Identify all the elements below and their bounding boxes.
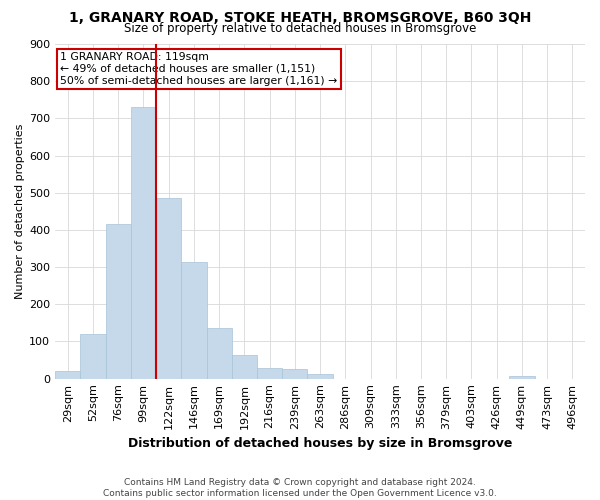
Bar (181, 262, 206, 378)
Bar (106, 224, 131, 378)
Text: Size of property relative to detached houses in Bromsgrove: Size of property relative to detached ho… (124, 22, 476, 35)
Text: 1 GRANARY ROAD: 119sqm
← 49% of detached houses are smaller (1,151)
50% of semi-: 1 GRANARY ROAD: 119sqm ← 49% of detached… (61, 52, 338, 86)
Bar (55, 371, 80, 378)
Bar (156, 198, 181, 378)
Bar (80, 334, 106, 378)
Bar (257, 368, 282, 378)
Bar (282, 370, 307, 378)
Y-axis label: Number of detached properties: Number of detached properties (15, 124, 25, 299)
Bar (509, 376, 535, 378)
Text: Contains HM Land Registry data © Crown copyright and database right 2024.
Contai: Contains HM Land Registry data © Crown c… (103, 478, 497, 498)
Bar (206, 328, 232, 378)
Bar (307, 374, 332, 378)
X-axis label: Distribution of detached houses by size in Bromsgrove: Distribution of detached houses by size … (128, 437, 512, 450)
Bar (131, 107, 156, 378)
Text: 1, GRANARY ROAD, STOKE HEATH, BROMSGROVE, B60 3QH: 1, GRANARY ROAD, STOKE HEATH, BROMSGROVE… (69, 11, 531, 25)
Bar (232, 354, 257, 378)
